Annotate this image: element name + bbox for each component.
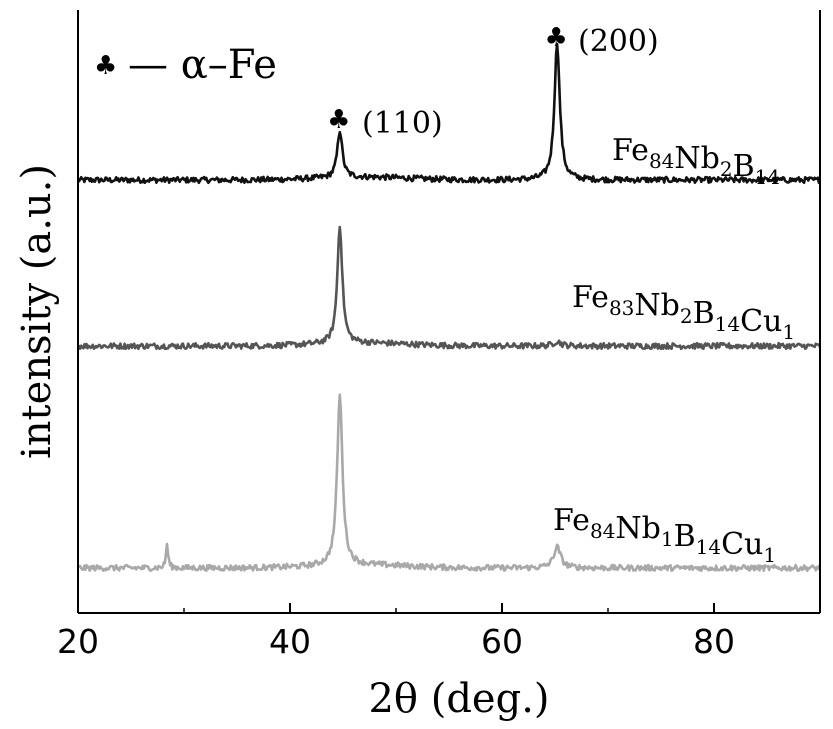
series-label-1: Fe84Nb2B14 bbox=[612, 133, 780, 189]
x-tick-label: 80 bbox=[693, 622, 735, 661]
series-lines bbox=[76, 42, 822, 573]
series-line-3 bbox=[77, 393, 822, 573]
x-tick-label: 20 bbox=[57, 622, 99, 661]
peak-label: (110) bbox=[362, 106, 443, 141]
peak-marker-icon: ♣ bbox=[544, 23, 567, 53]
y-axis-title: intensity (a.u.) bbox=[14, 164, 60, 459]
legend-marker-icon: ♣ bbox=[94, 51, 117, 81]
annotations: Fe84Nb2B14 Fe83Nb2B14Cu1 Fe84Nb1B14Cu1 ♣ (11… bbox=[94, 23, 795, 567]
x-tick-label: 40 bbox=[269, 622, 311, 661]
series-label-2: Fe83Nb2B14Cu1 bbox=[572, 280, 795, 344]
axes: 20 40 60 80 2θ (deg.) intensity (a.u.) bbox=[14, 10, 821, 722]
series-label-3: Fe84Nb1B14Cu1 bbox=[553, 503, 776, 567]
peak-label: (200) bbox=[578, 24, 659, 59]
legend-text: — α–Fe bbox=[128, 42, 277, 88]
x-axis-title: 2θ (deg.) bbox=[368, 676, 549, 722]
peak-marker-icon: ♣ bbox=[327, 105, 350, 135]
x-tick-label: 60 bbox=[481, 622, 523, 661]
series-line-2 bbox=[77, 225, 822, 351]
series-line-1 bbox=[76, 42, 821, 185]
